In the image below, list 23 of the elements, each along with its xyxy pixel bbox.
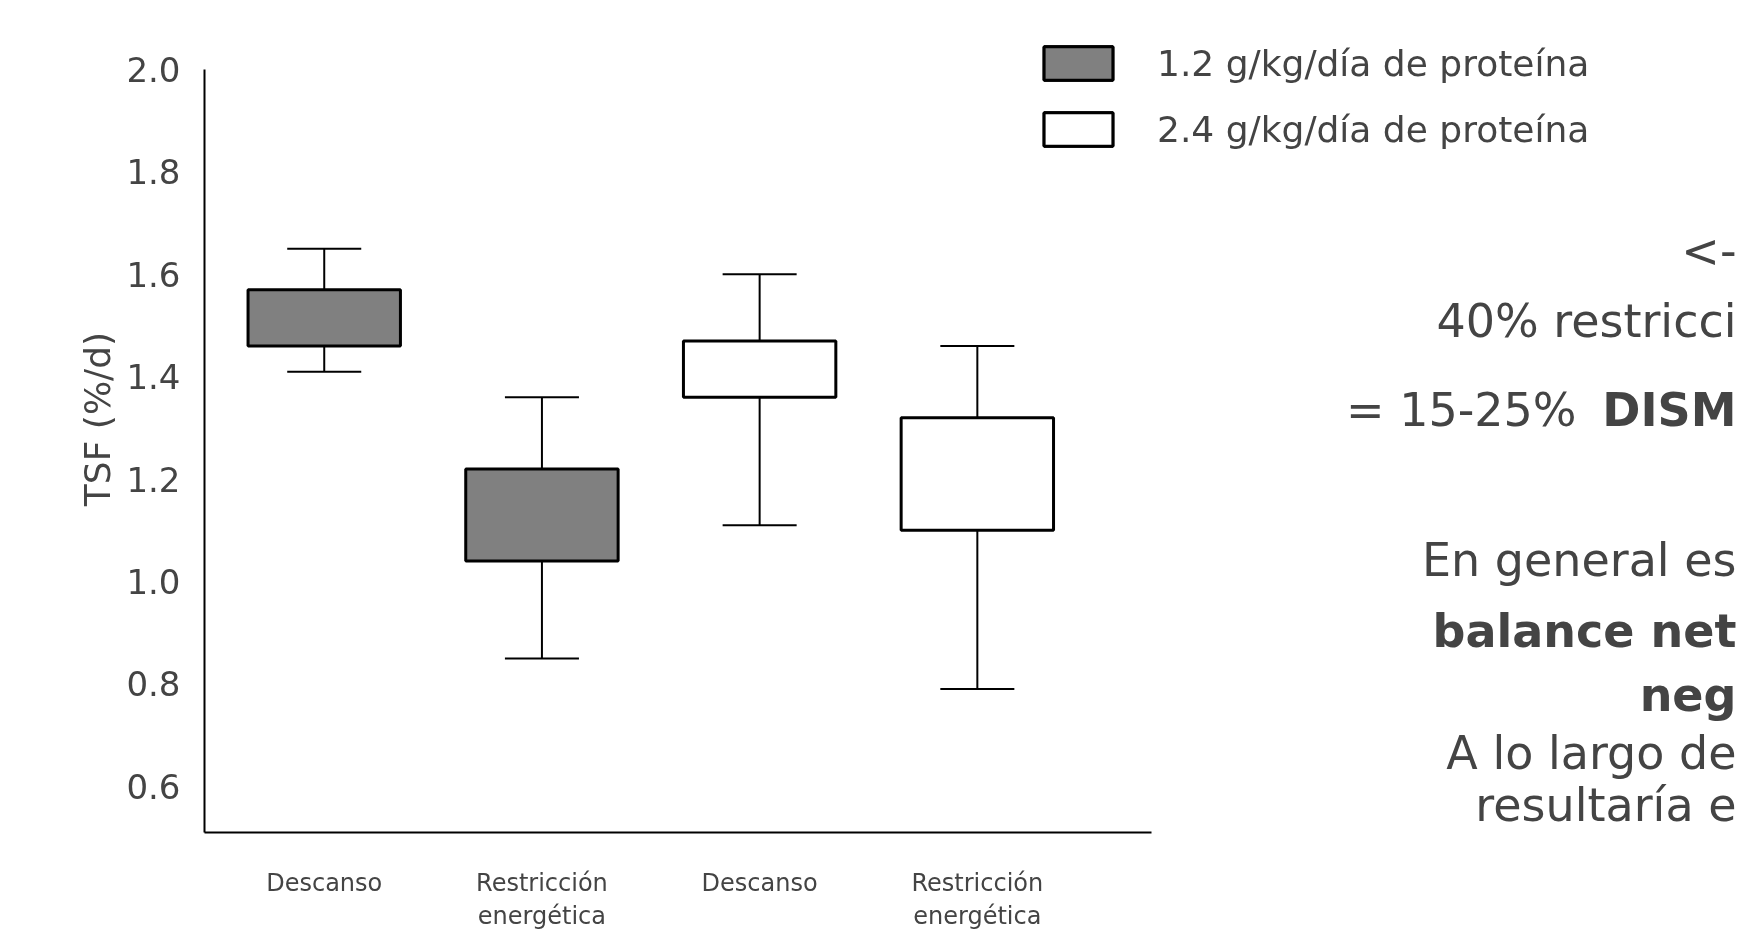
text: 40% restricci <box>1436 293 1737 348</box>
text: balance net <box>1432 603 1737 658</box>
y-tick-label: 1.6 <box>126 254 181 295</box>
y-tick-label: 1.4 <box>126 357 181 398</box>
legend-label: 1.2 g/kg/día de proteína <box>1157 42 1590 84</box>
y-tick-label: 1.2 <box>126 459 181 500</box>
text: DISM <box>1602 382 1737 437</box>
text: neg <box>1639 667 1737 722</box>
y-tick-label: 1.8 <box>126 152 181 193</box>
text: = 15-25% <box>1345 382 1577 437</box>
x-tick-label: Descanso <box>701 868 818 897</box>
text: <- <box>1681 223 1737 278</box>
legend-label: 2.4 g/kg/día de proteína <box>1157 108 1590 150</box>
y-tick-label: 0.6 <box>126 766 181 807</box>
y-tick-label: 0.8 <box>126 664 181 705</box>
y-tick-label: 2.0 <box>126 50 181 90</box>
x-tick-label: Restricción energética <box>476 868 608 931</box>
text: A lo largo de <box>1446 725 1737 780</box>
y-tick-label: 1.0 <box>126 562 181 603</box>
x-tick-label: Descanso <box>266 868 383 897</box>
x-tick-label: Restricción energética <box>911 868 1044 931</box>
y-axis-title: TSF (%/d) <box>77 331 119 508</box>
text: En general es <box>1421 532 1737 587</box>
